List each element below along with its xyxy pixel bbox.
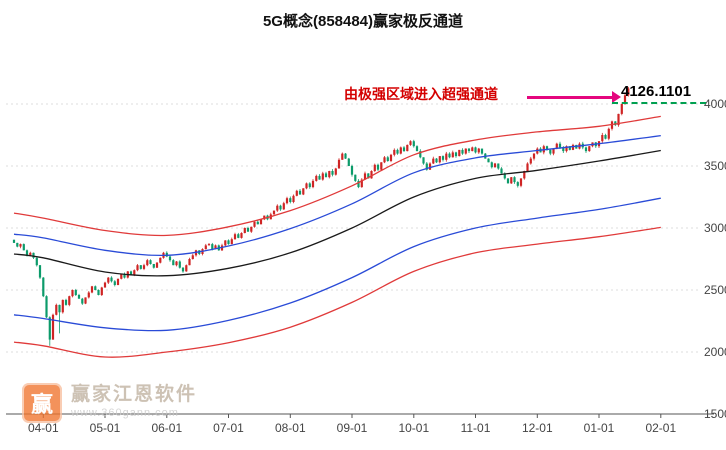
svg-text:2500: 2500 [704,283,726,297]
svg-text:05-01: 05-01 [90,421,121,435]
channel-line-lower_blue [13,197,661,332]
watermark-url: www.360gann.com [71,407,179,419]
svg-text:4000: 4000 [704,97,726,111]
svg-text:2000: 2000 [704,345,726,359]
chart-title: 5G概念(858484)赢家极反通道 [262,13,464,30]
channel-line-upper_red [13,115,661,237]
arrowhead-icon [612,91,621,103]
svg-text:09-01: 09-01 [337,421,368,435]
channel-line-lower_red [13,226,661,358]
channel-line-upper_blue [13,134,661,257]
channel-line-middle_black [13,149,661,277]
candles-layer [12,86,630,346]
winner-logo-icon: 赢 [22,383,62,423]
current-price-label: 4126.1101 [621,83,692,100]
svg-text:3000: 3000 [704,221,726,235]
svg-text:08-01: 08-01 [275,421,306,435]
svg-text:11-01: 11-01 [461,421,491,435]
svg-text:12-01: 12-01 [522,421,553,435]
svg-text:06-01: 06-01 [151,421,182,435]
svg-text:07-01: 07-01 [213,421,244,435]
annotation-arrow-icon [527,91,621,103]
price-level-line [612,102,706,104]
watermark: 赢 赢家江恩软件 www.360gann.com [22,383,197,423]
svg-text:3500: 3500 [704,159,726,173]
channel-lines-layer [13,115,661,358]
watermark-brand: 赢家江恩软件 [71,384,198,405]
svg-text:01-01: 01-01 [584,421,615,435]
channel-annotation: 由极强区域进入超强通道 [344,86,498,102]
watermark-text: 赢家江恩软件 www.360gann.com [71,383,197,419]
svg-text:10-01: 10-01 [398,421,429,435]
svg-text:04-01: 04-01 [28,421,59,435]
svg-text:02-01: 02-01 [645,421,676,435]
